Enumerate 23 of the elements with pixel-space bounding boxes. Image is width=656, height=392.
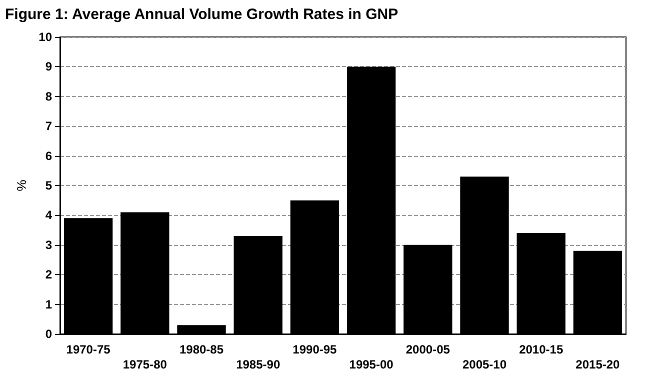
y-tick-label: 4 xyxy=(45,208,52,222)
x-tick-label: 1990-95 xyxy=(292,342,338,356)
x-tick-label: 2000-05 xyxy=(406,342,450,356)
y-tick-label: 2 xyxy=(45,268,52,282)
x-tick-label: 1985-90 xyxy=(236,358,280,372)
y-tick-label: 10 xyxy=(38,30,52,44)
y-tick-label: 7 xyxy=(45,119,52,134)
x-tick-label: 2010-15 xyxy=(519,342,564,356)
x-tick-label: 1970-75 xyxy=(66,342,111,356)
y-axis-title: % xyxy=(14,179,29,192)
x-tick-label: 1995-00 xyxy=(349,358,394,372)
y-tick-label: 0 xyxy=(45,327,52,341)
y-tick-label: 6 xyxy=(45,148,52,163)
chart-title: Figure 1: Average Annual Volume Growth Rates in GNP xyxy=(5,6,398,23)
x-tick-label: 2005-10 xyxy=(462,358,507,372)
y-tick-label: 1 xyxy=(45,297,52,312)
x-tick-label: 1980-85 xyxy=(179,342,224,356)
y-tick-label: 5 xyxy=(45,178,52,192)
x-tick-label: 1975-80 xyxy=(122,358,168,372)
x-tick-label: 2015-20 xyxy=(576,358,620,372)
y-tick-label: 9 xyxy=(45,60,52,74)
y-tick-label: 8 xyxy=(45,89,52,104)
y-tick-label: 3 xyxy=(45,238,52,252)
